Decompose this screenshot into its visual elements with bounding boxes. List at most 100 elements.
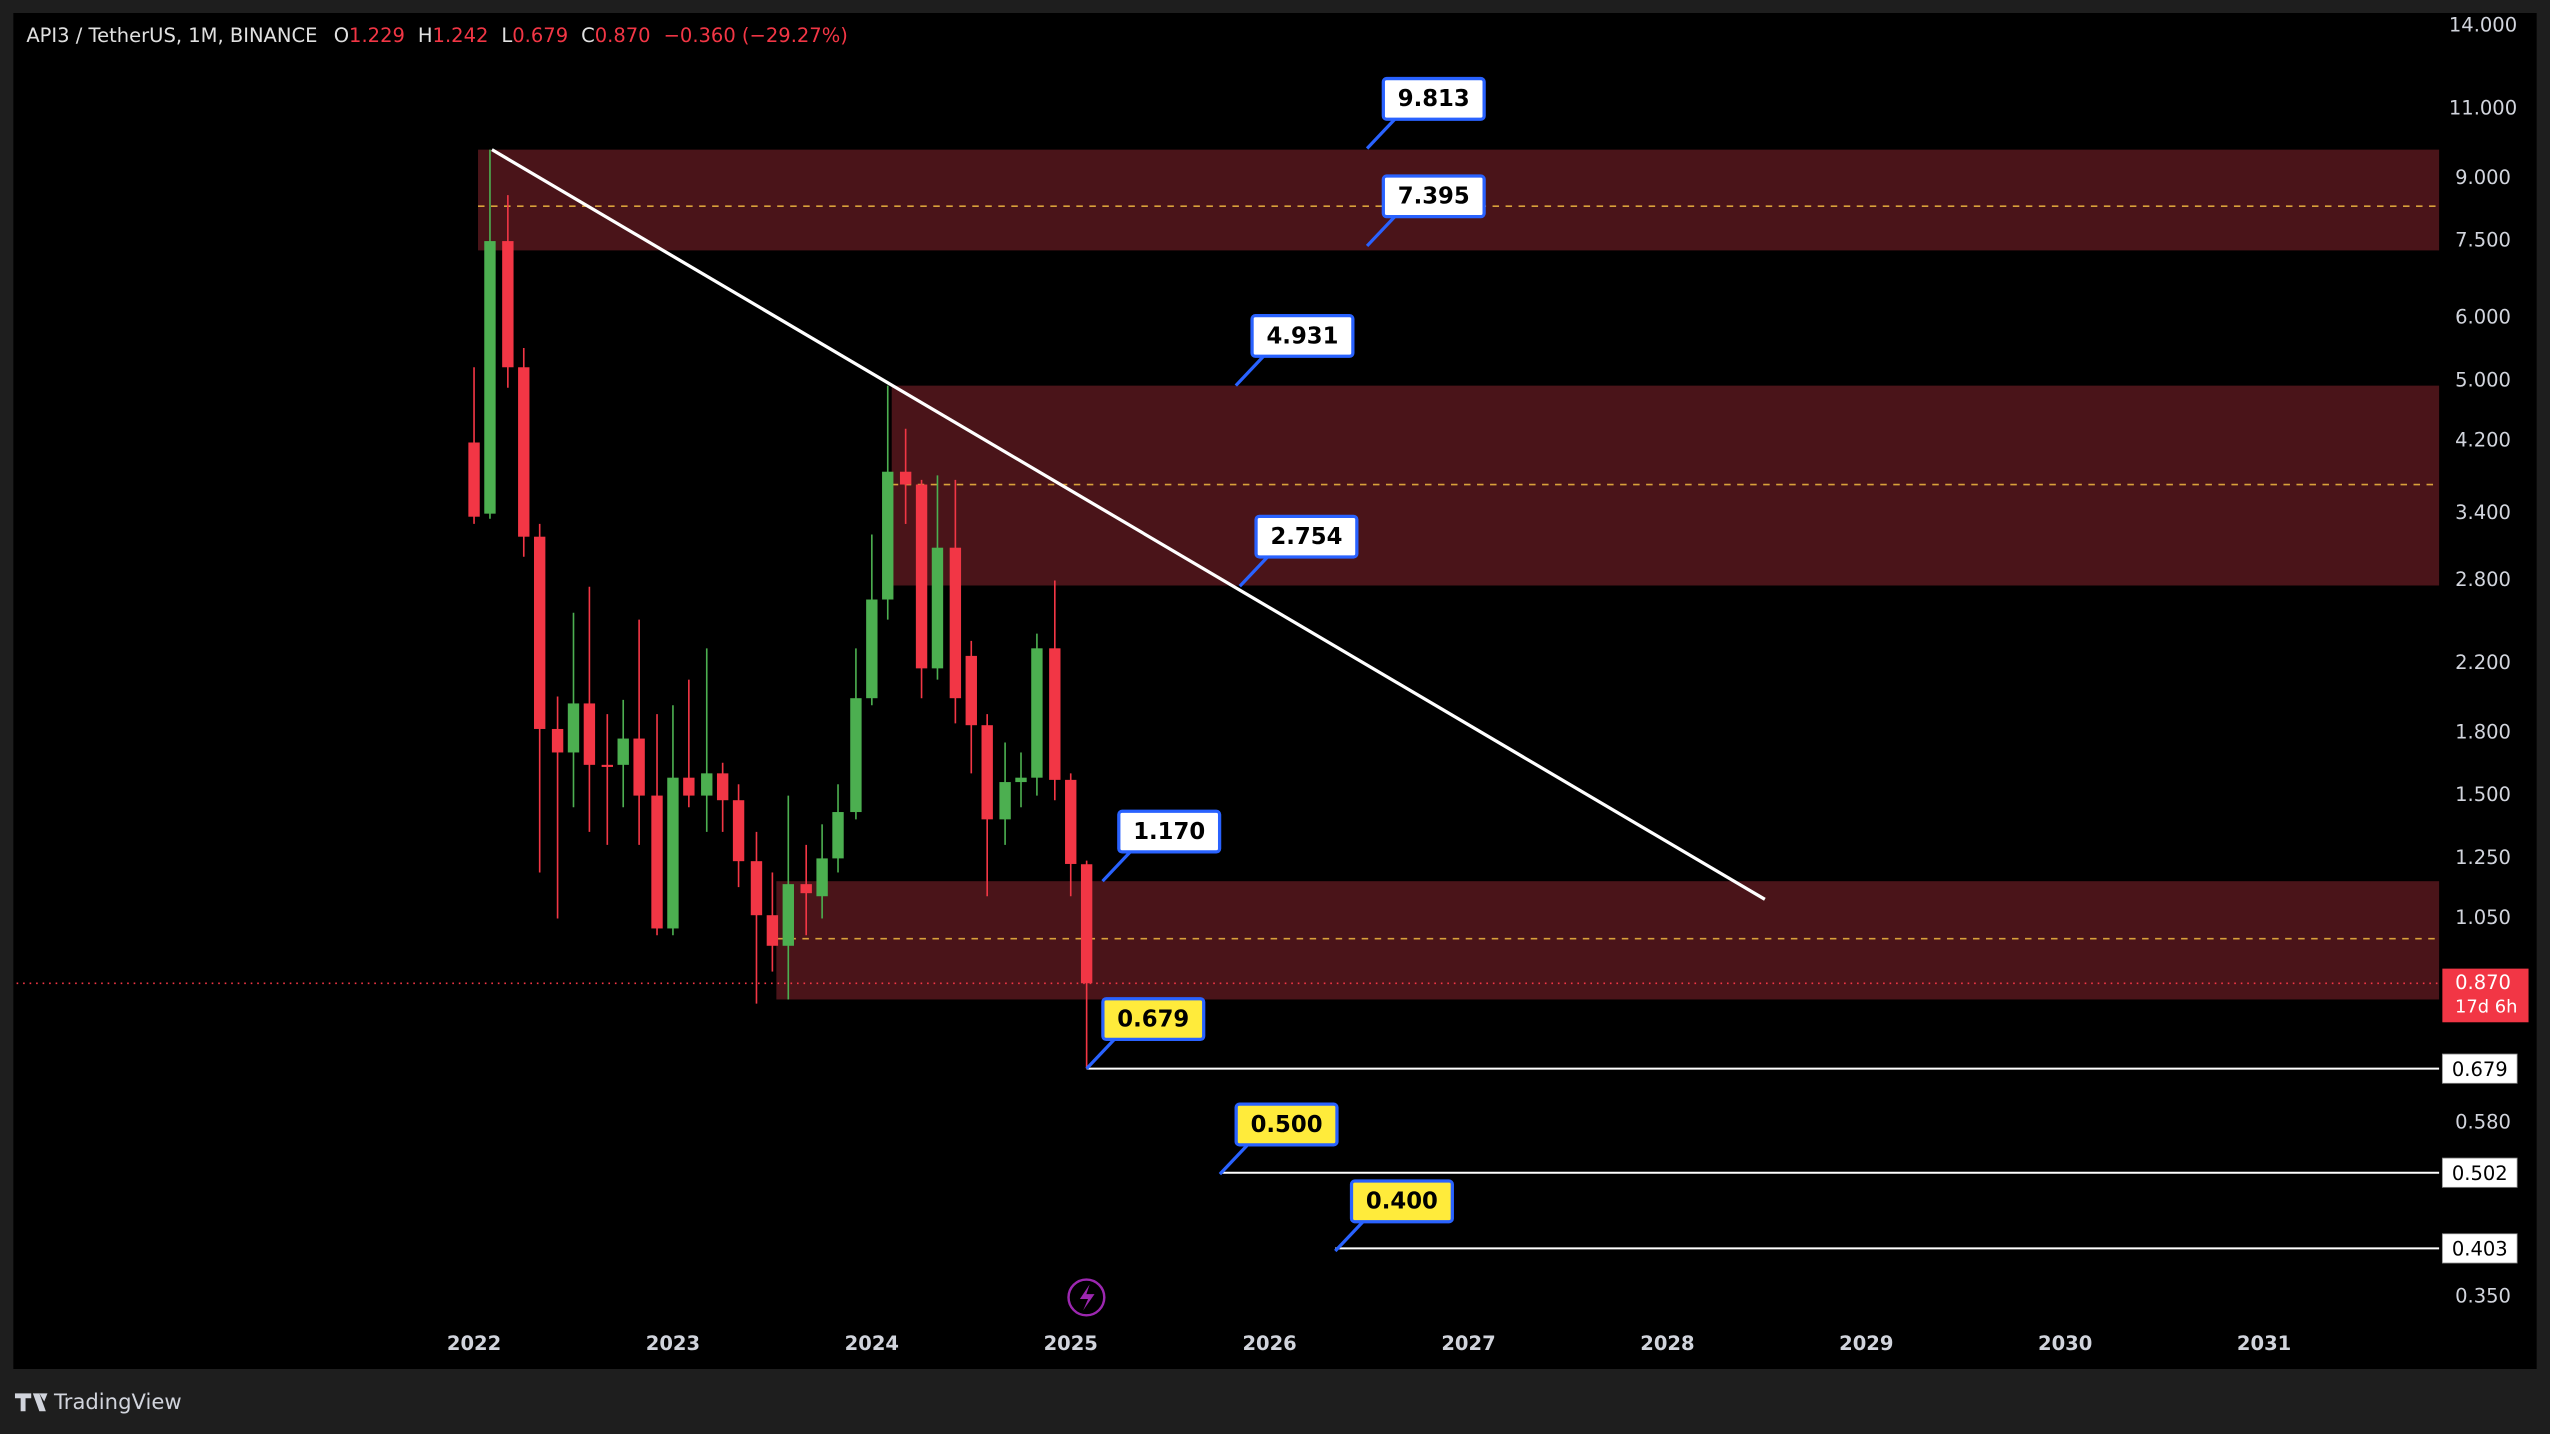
callout-box (1234, 1102, 1339, 1147)
x-tick-label: 2026 (1242, 1332, 1296, 1355)
candle-body (832, 812, 844, 859)
candle-body (502, 241, 514, 368)
candle-body (766, 915, 779, 946)
level-tag (2441, 1053, 2518, 1084)
candle-body (732, 800, 745, 862)
callout-label: 9.813 (1398, 86, 1470, 112)
candle-body (866, 599, 878, 699)
ohlc-value: 1.229 (349, 23, 405, 46)
candle-body (965, 655, 977, 726)
callout-box (1381, 76, 1486, 121)
callout-pointer (1085, 1036, 1118, 1070)
candle-body (583, 703, 596, 765)
y-tick-label: 14.000 (2449, 14, 2517, 37)
x-tick-label: 2031 (2237, 1332, 2291, 1355)
event-bolt (1079, 1284, 1095, 1311)
callout-label: 2.754 (1270, 524, 1342, 550)
y-tick-label: 1.500 (2455, 783, 2511, 806)
y-tick-label: 6.000 (2455, 305, 2511, 328)
callout-label: 0.400 (1366, 1189, 1438, 1215)
candle-body (750, 861, 763, 916)
ohlc-key: O (334, 23, 349, 46)
candle-body (899, 471, 912, 485)
callout-box (1254, 514, 1359, 559)
candle-body (1049, 648, 1061, 780)
candle-body (949, 547, 962, 699)
callout-box (1381, 174, 1486, 219)
y-tick-label: 1.800 (2455, 720, 2511, 743)
candle-body (1065, 779, 1077, 864)
level-tag-label: 0.679 (2452, 1058, 2508, 1081)
candle-body (601, 764, 613, 767)
candle-body (667, 777, 679, 929)
candle-body (931, 547, 944, 669)
candle-body (716, 773, 729, 801)
candle-body (816, 858, 828, 897)
callout-label: 0.679 (1117, 1006, 1189, 1032)
callout-box (1349, 1179, 1454, 1224)
y-tick-label: 9.000 (2455, 166, 2511, 189)
candle-body (800, 884, 812, 894)
ohlc-key: H (418, 23, 433, 46)
candle-body (1031, 648, 1043, 778)
x-tick-label: 2027 (1441, 1332, 1495, 1355)
change: −0.360 (−29.27%) (664, 23, 848, 46)
callout-pointer (1218, 1142, 1251, 1176)
ohlc-value: 0.870 (595, 23, 651, 46)
y-tick-label: 11.000 (2449, 97, 2517, 120)
header: API3 / TetherUS, 1M, BINANCE O1.229 H1.242… (26, 23, 848, 46)
candle-body (999, 782, 1011, 820)
trendline (491, 148, 1766, 901)
level-tag-label: 0.502 (2452, 1162, 2508, 1185)
candle-body (551, 728, 564, 753)
countdown: 17d 6h (2455, 997, 2517, 1018)
symbol: API3 / TetherUS, 1M, BINANCE (26, 23, 317, 46)
candle-body (484, 241, 496, 514)
candle-body (633, 738, 645, 796)
callout-label: 7.395 (1398, 184, 1470, 210)
zone (891, 385, 2440, 586)
x-tick-label: 2024 (845, 1332, 899, 1355)
level-tag-label: 0.403 (2452, 1238, 2508, 1261)
y-tick-label: 5.000 (2455, 368, 2511, 391)
callout-label: 4.931 (1266, 323, 1338, 349)
plot-area: 14.000 11.000 9.000 7.500 6.000 5.000 4.200 3.4… (16, 14, 2529, 1355)
candle-body (518, 367, 530, 537)
x-tick-label: 2025 (1044, 1332, 1098, 1355)
level-tag (2441, 1233, 2518, 1264)
event-icon[interactable] (1067, 1278, 1106, 1317)
y-tick-label: 7.500 (2455, 229, 2511, 252)
y-tick-label: 1.250 (2455, 846, 2511, 869)
ohlc-key: C (581, 23, 595, 46)
candle-body (651, 795, 663, 929)
logo-mark (14, 1393, 48, 1412)
x-tick-label: 2028 (1640, 1332, 1694, 1355)
callout-pointer (1238, 554, 1271, 588)
callout-label: 0.500 (1251, 1112, 1323, 1138)
candle-body (683, 777, 695, 796)
level-tag (2441, 1157, 2518, 1188)
candle-body (981, 725, 993, 820)
candle-body (1080, 864, 1093, 984)
ohlc-value: 1.242 (433, 23, 489, 46)
y-tick-label: 0.580 (2455, 1110, 2511, 1133)
logo: TradingView (14, 1389, 182, 1414)
candle-body (468, 442, 480, 517)
callout-pointer (1334, 1218, 1366, 1253)
candle-body (850, 698, 862, 813)
x-tick-label: 2030 (2038, 1332, 2092, 1355)
ohlc-value: 0.679 (512, 23, 568, 46)
y-tick-label: 2.800 (2455, 568, 2511, 591)
y-tick-label: 2.200 (2455, 651, 2511, 674)
callout-label: 1.170 (1133, 819, 1205, 845)
callout-pointer (1101, 849, 1133, 883)
watermark: TradingView (53, 1389, 182, 1414)
candle-body (701, 773, 713, 796)
x-tick-label: 2023 (646, 1332, 700, 1355)
candle-body (782, 884, 794, 946)
x-tick-label: 2029 (1839, 1332, 1893, 1355)
candle-body (617, 738, 629, 765)
callout-pointer (1234, 353, 1267, 387)
